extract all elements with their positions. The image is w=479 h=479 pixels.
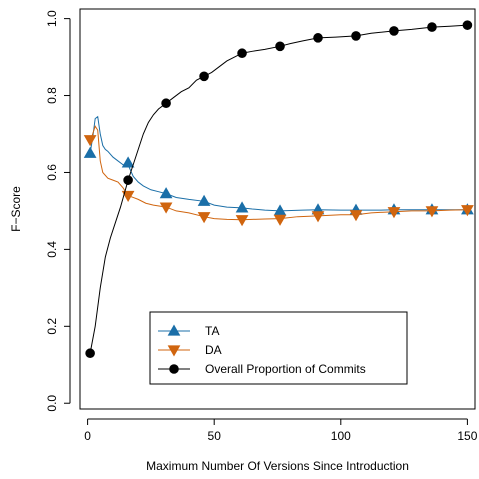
x-tick-label: 100	[331, 429, 351, 443]
series-point	[199, 71, 209, 82]
legend-marker	[167, 345, 181, 357]
legend-box	[149, 311, 408, 385]
series-point	[83, 146, 97, 158]
series-2	[85, 20, 473, 359]
y-tick-label: 0.2	[45, 318, 59, 335]
series-point	[121, 190, 135, 203]
series-line	[89, 125, 468, 221]
series-point	[85, 348, 95, 359]
y-tick-label: 0.4	[45, 241, 59, 258]
plot-frame	[79, 8, 476, 410]
y-tick-label: 0.8	[45, 87, 59, 104]
series-1	[83, 125, 474, 227]
x-tick-label: 0	[84, 429, 91, 443]
series-point	[235, 201, 249, 213]
series-point	[273, 214, 287, 226]
series-line	[89, 115, 468, 212]
legend-marker	[169, 364, 179, 374]
series-0	[83, 115, 474, 216]
series-point	[197, 194, 211, 206]
series-point	[275, 41, 285, 52]
y-tick-label: 1.0	[45, 10, 59, 27]
series-point	[159, 202, 173, 214]
axes: 0 50 100 150 0.0 0.2 0.4 0.6 0.8 1.0 Maximum Numbe…	[9, 8, 478, 473]
series-point	[427, 22, 437, 32]
y-axis-title: F−Score	[9, 186, 23, 232]
legend-entry: Overall Proportion of Commits	[158, 362, 366, 376]
series-point	[425, 206, 439, 218]
series-point	[123, 175, 133, 185]
legend-entry: DA	[158, 343, 222, 357]
series-point	[462, 20, 473, 30]
series-point	[311, 211, 325, 223]
series-point	[197, 212, 211, 224]
legend-marker	[167, 324, 181, 336]
series-point	[83, 135, 97, 147]
legend: TA DA Overall Proportion of Commits	[149, 311, 408, 385]
series-point	[121, 156, 135, 168]
series-point	[387, 207, 401, 219]
legend-entry: TA	[158, 324, 219, 338]
series-point	[351, 31, 361, 41]
series-point	[159, 187, 173, 199]
series-point	[389, 26, 399, 36]
legend-label: TA	[205, 324, 219, 338]
series-point	[235, 215, 249, 227]
series-point	[461, 205, 474, 217]
series-point	[237, 48, 247, 59]
series-point	[313, 33, 323, 43]
x-axis-title: Maximum Number Of Versions Since Introdu…	[146, 459, 409, 473]
x-tick-label: 50	[208, 429, 222, 443]
series-point	[349, 210, 363, 222]
legend-label: DA	[205, 343, 222, 357]
x-tick-label: 150	[457, 429, 477, 443]
legend-label: Overall Proportion of Commits	[205, 362, 366, 376]
y-tick-label: 0.6	[45, 164, 59, 181]
series-point	[161, 98, 171, 109]
series-line	[89, 24, 468, 354]
y-tick-label: 0.0	[45, 395, 59, 412]
plot-area	[83, 20, 474, 359]
